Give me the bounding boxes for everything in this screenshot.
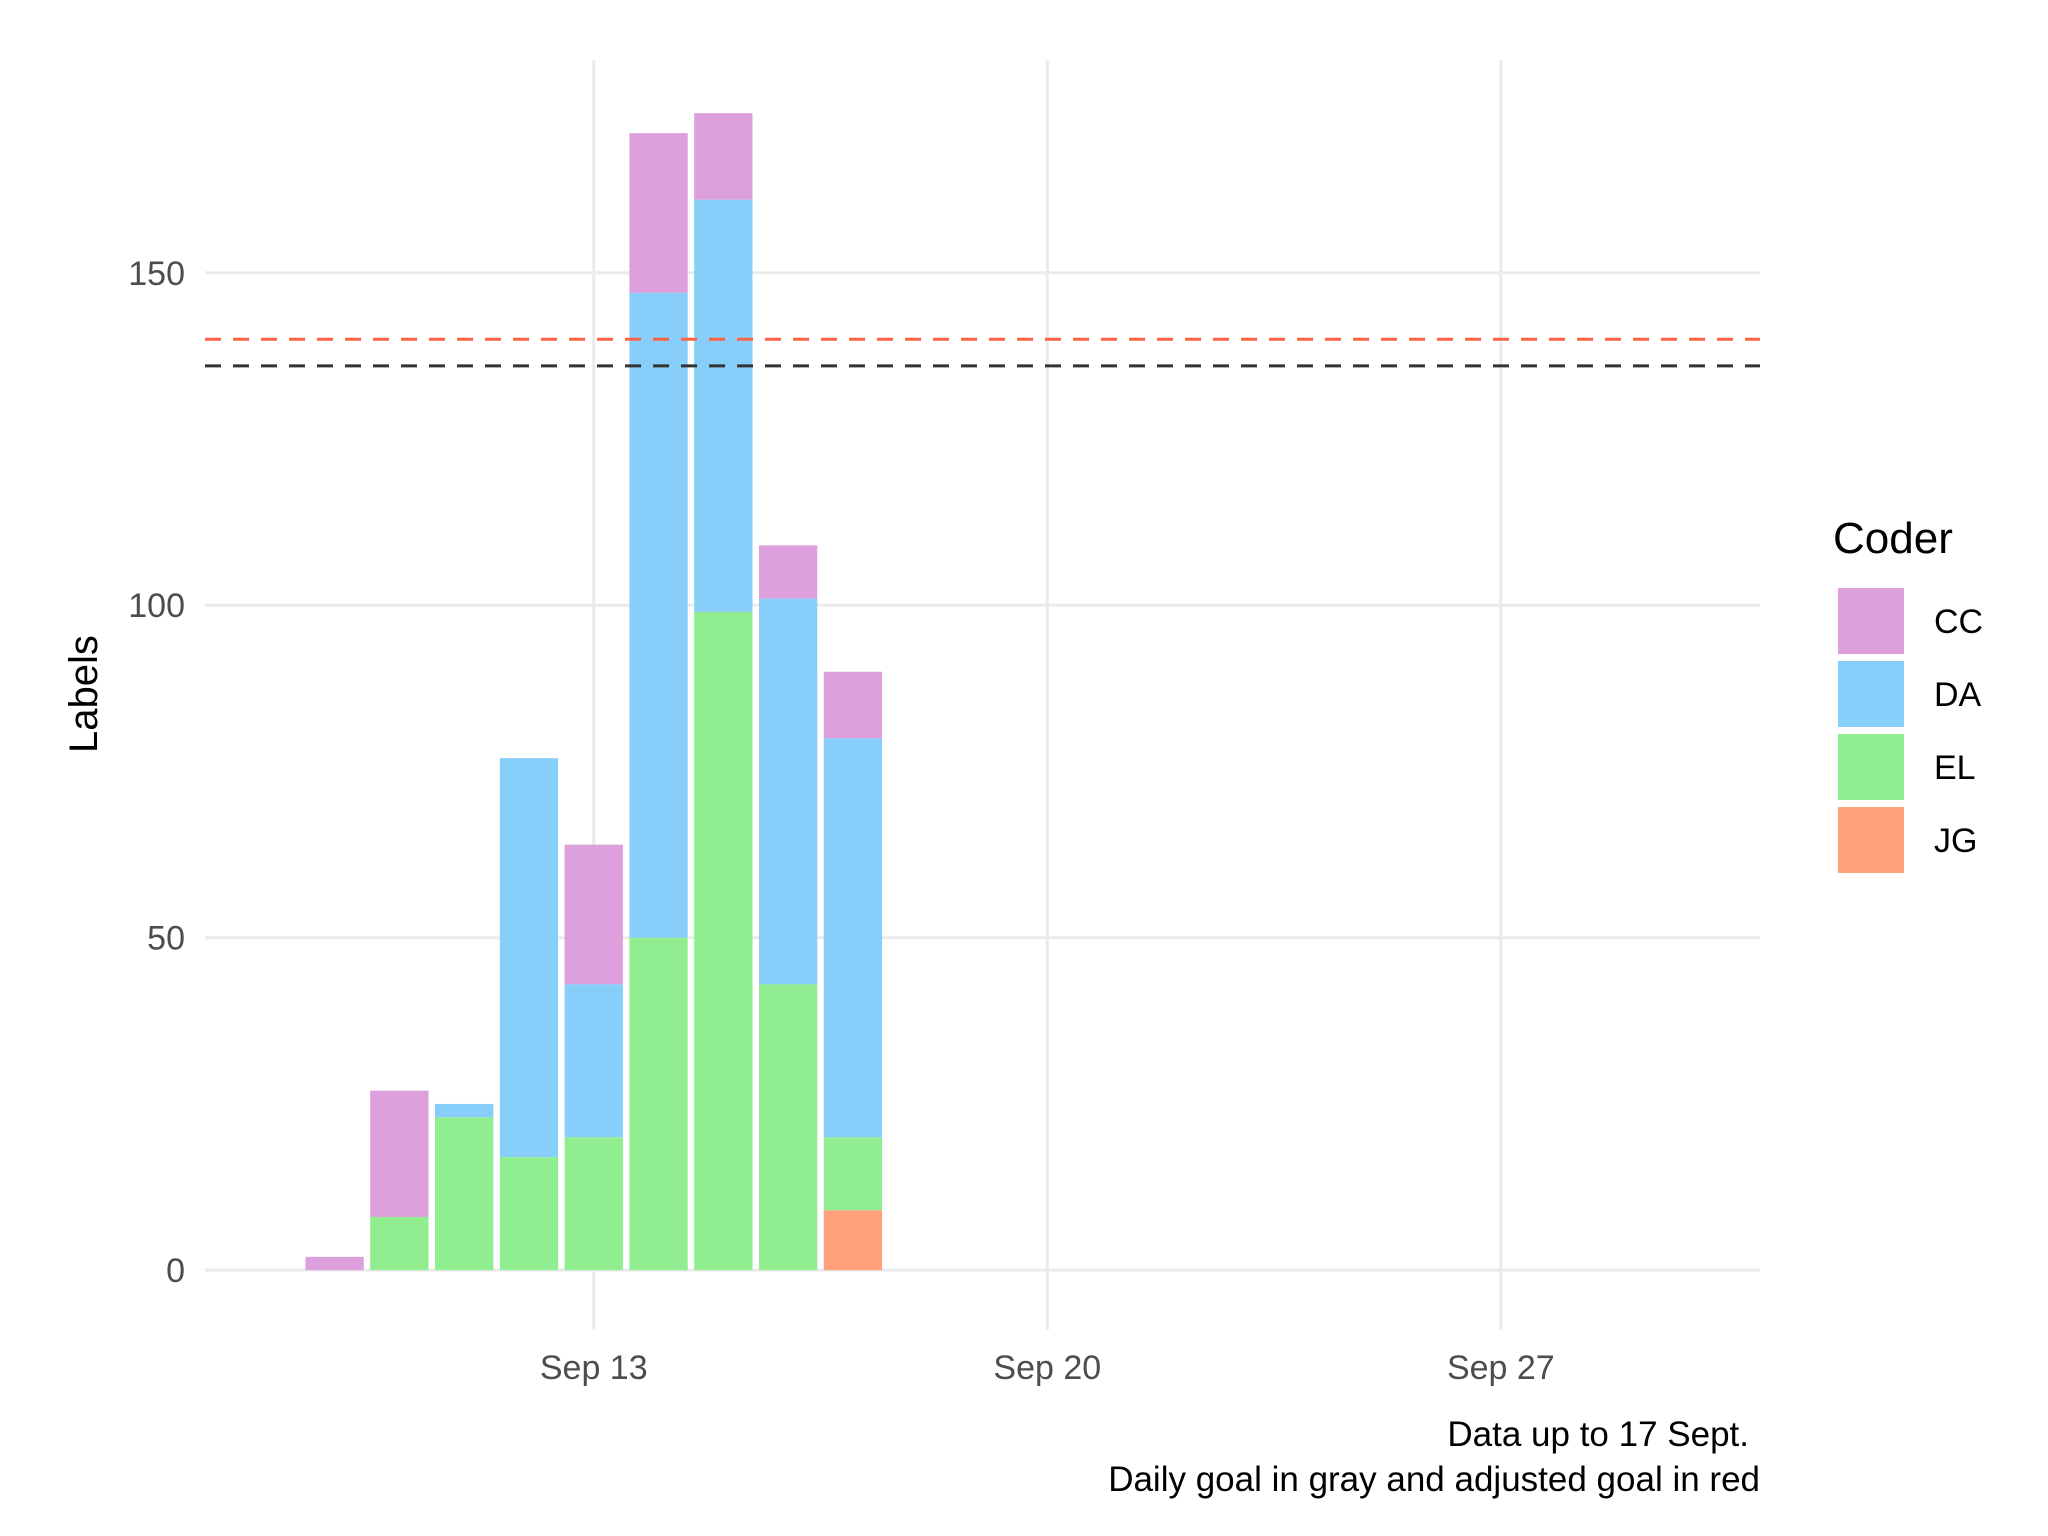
legend-title: Coder xyxy=(1833,514,1953,563)
legend-key-el xyxy=(1838,734,1904,800)
bar-segment-da-sep-11 xyxy=(435,1103,494,1118)
bar-segment-el-sep-11 xyxy=(435,1117,494,1271)
legend-label-cc: CC xyxy=(1934,603,1983,641)
legend-label-da: DA xyxy=(1934,676,1982,714)
bar-segment-cc-sep-13 xyxy=(564,844,623,985)
bar-segment-cc-sep-16 xyxy=(758,545,818,599)
bar-segment-el-sep-10 xyxy=(370,1216,429,1271)
bar-segment-cc-sep-17 xyxy=(823,671,883,739)
x-axis-ticks: Sep 13 Sep 20 Sep 27 xyxy=(540,1349,1555,1387)
y-tick-label: 50 xyxy=(147,920,185,958)
y-tick-label: 100 xyxy=(128,587,185,625)
legend: Coder CC DA EL JG xyxy=(1833,514,1983,873)
caption-line-1: Data up to 17 Sept. xyxy=(1447,1415,1749,1454)
bar-segment-el-sep-16 xyxy=(758,984,818,1271)
legend-key-jg xyxy=(1838,807,1904,873)
bar-segment-cc-sep-10 xyxy=(370,1090,429,1217)
x-tick-label: Sep 20 xyxy=(993,1349,1101,1387)
y-tick-label: 150 xyxy=(128,255,185,293)
legend-label-jg: JG xyxy=(1934,822,1977,860)
y-tick-label: 0 xyxy=(166,1252,185,1290)
bar-segment-da-sep-14 xyxy=(629,292,688,938)
x-tick-label: Sep 13 xyxy=(540,1349,648,1387)
bar-segment-el-sep-15 xyxy=(694,611,753,1271)
bar-segment-da-sep-13 xyxy=(564,984,623,1138)
bar-segment-da-sep-17 xyxy=(823,738,883,1138)
bar-segment-jg-sep-17 xyxy=(823,1210,883,1271)
y-axis-title: Labels xyxy=(62,635,106,753)
bar-segment-da-sep-12 xyxy=(499,758,559,1158)
bars xyxy=(305,113,883,1271)
x-tick-label: Sep 27 xyxy=(1447,1349,1555,1387)
bar-segment-cc-sep-9 xyxy=(305,1256,364,1271)
legend-key-cc xyxy=(1838,588,1904,654)
bar-segment-da-sep-15 xyxy=(694,199,753,612)
bar-segment-cc-sep-14 xyxy=(629,133,688,293)
legend-label-el: EL xyxy=(1934,749,1976,787)
goal-lines xyxy=(205,337,1760,368)
bar-segment-el-sep-17 xyxy=(823,1137,883,1211)
bar-segment-el-sep-12 xyxy=(499,1157,559,1271)
bar-segment-el-sep-13 xyxy=(564,1137,623,1271)
bar-segment-cc-sep-15 xyxy=(694,113,753,200)
bar-segment-da-sep-16 xyxy=(758,598,818,985)
legend-key-da xyxy=(1838,661,1904,727)
caption: Data up to 17 Sept. Daily goal in gray a… xyxy=(1108,1415,1760,1499)
grid-lines xyxy=(205,60,1760,1330)
caption-line-2: Daily goal in gray and adjusted goal in … xyxy=(1108,1460,1760,1499)
bar-segment-el-sep-14 xyxy=(629,937,688,1271)
y-axis-ticks: 0 50 100 150 xyxy=(128,255,185,1290)
